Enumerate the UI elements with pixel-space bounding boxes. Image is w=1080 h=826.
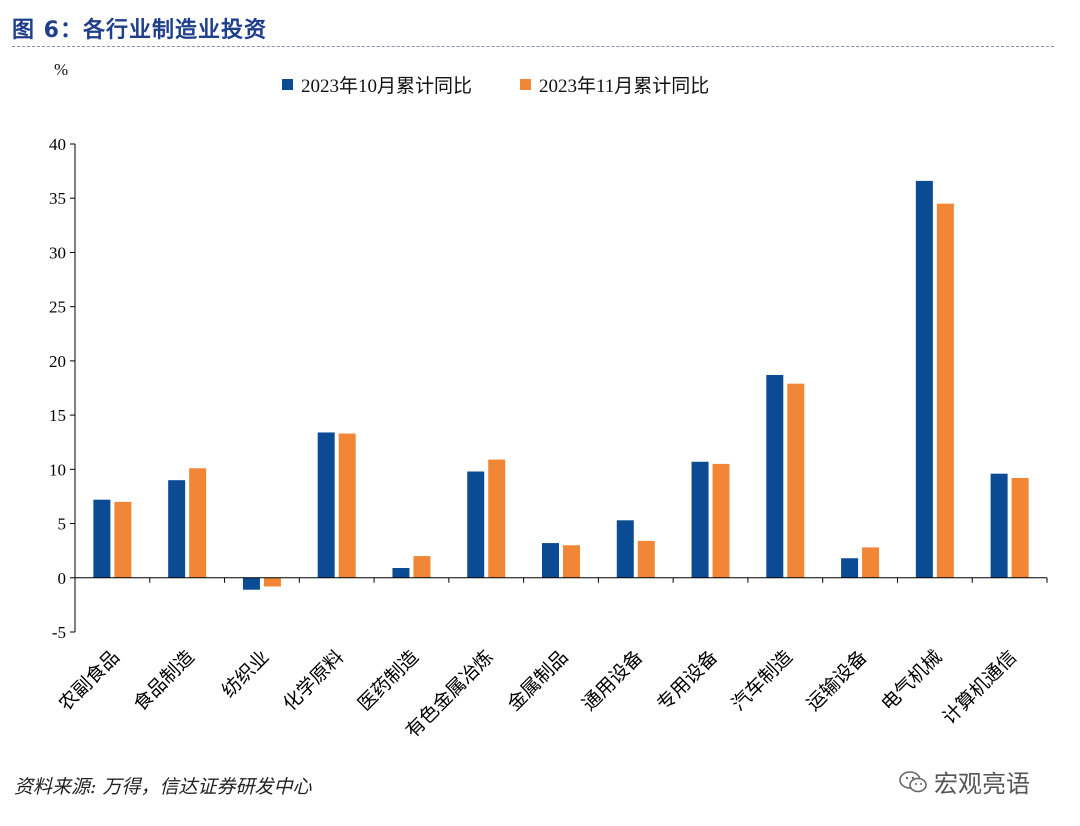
x-category-label: 计算机通信 (938, 646, 1021, 729)
bar-series-1 (691, 461, 709, 578)
x-category-label: 纺织业 (218, 646, 274, 702)
legend-swatch-series-1 (282, 79, 293, 90)
legend-label-series-1: 2023年10月累计同比 (301, 76, 473, 97)
y-tick-label: 5 (58, 515, 67, 534)
bar-series-2 (787, 383, 805, 578)
bar-series-2 (338, 433, 356, 578)
bar-series-1 (616, 520, 634, 578)
chart-legend: 2023年10月累计同比 2023年11月累计同比 (282, 71, 757, 98)
bar-series-1 (317, 432, 335, 578)
bar-series-1 (542, 543, 559, 578)
bar-series-2 (936, 203, 954, 578)
bar-series-2 (189, 468, 207, 578)
y-tick-label: 15 (49, 406, 66, 425)
wechat-icon (899, 770, 927, 792)
x-category-label: 电气机械 (877, 646, 946, 715)
bar-series-2 (263, 577, 281, 587)
y-tick-label: 30 (49, 243, 66, 262)
source-note: 资料来源: 万得，信达证券研发中心 (14, 776, 312, 798)
bar-series-2 (712, 463, 730, 578)
watermark: 宏观亮语 (898, 764, 1030, 799)
y-tick-label: 20 (49, 352, 66, 371)
y-unit-label: % (54, 60, 69, 79)
bar-series-1 (93, 499, 111, 578)
bar-series-2 (1011, 478, 1029, 578)
bar-series-1 (242, 577, 260, 590)
title-divider (12, 46, 1054, 47)
figure-title: 图 6：各行业制造业投资 (12, 18, 267, 43)
bar-series-2 (114, 501, 132, 578)
bar-series-2 (637, 540, 655, 578)
legend-label-series-2: 2023年11月累计同比 (539, 76, 710, 97)
bar-series-1 (392, 568, 410, 578)
bar-series-1 (841, 558, 859, 578)
y-tick-label: 25 (49, 298, 66, 317)
legend-swatch-series-2 (520, 79, 532, 90)
y-tick-label: 0 (58, 569, 67, 588)
legend-item-series-1: 2023年10月累计同比 (282, 71, 472, 98)
bar-series-2 (862, 547, 880, 578)
x-category-label: 金属制品 (503, 646, 572, 715)
bar-series-2 (488, 459, 506, 578)
bar-series-2 (413, 556, 431, 578)
x-category-label: 运输设备 (802, 646, 871, 715)
y-tick-label: 35 (49, 189, 66, 208)
x-category-label: 汽车制造 (728, 646, 797, 715)
bar-series-2 (563, 545, 580, 578)
x-category-label: 化学原料 (279, 646, 348, 715)
bar-series-1 (990, 473, 1008, 578)
y-tick-label: -5 (52, 623, 66, 642)
y-tick-label: 40 (49, 135, 66, 154)
x-category-label: 通用设备 (578, 646, 647, 715)
x-category-label: 农副食品 (55, 646, 124, 715)
bar-series-1 (766, 374, 784, 578)
x-category-label: 专用设备 (653, 646, 722, 715)
bar-series-1 (467, 471, 485, 578)
x-category-label: 医药制造 (354, 646, 423, 715)
bar-series-1 (915, 180, 933, 578)
x-category-label: 食品制造 (129, 646, 198, 715)
bar-series-1 (168, 480, 186, 578)
watermark-text: 宏观亮语 (934, 770, 1030, 798)
legend-item-series-2: 2023年11月累计同比 (520, 71, 709, 98)
y-tick-label: 10 (49, 460, 66, 479)
